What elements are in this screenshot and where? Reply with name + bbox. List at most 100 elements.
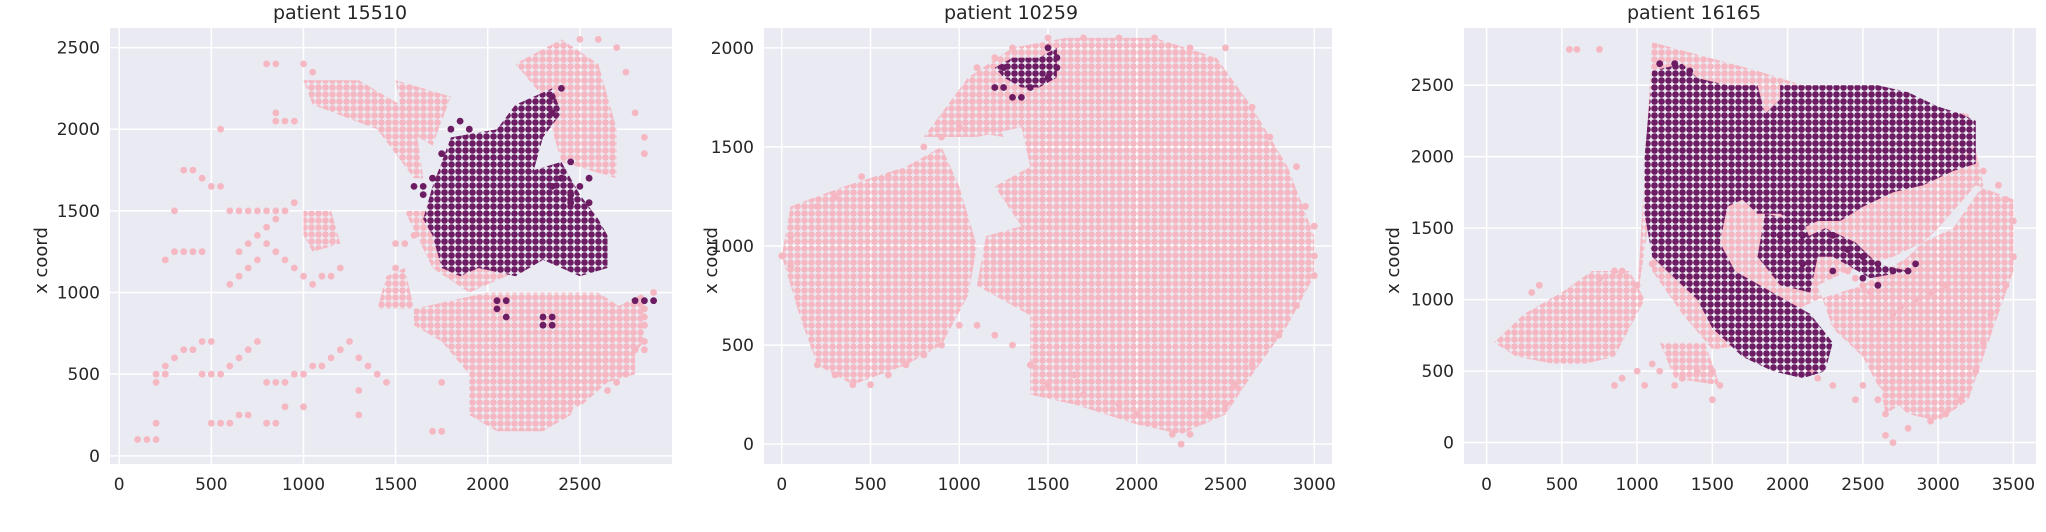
scatter-point [272, 215, 280, 223]
scatter-point [641, 134, 648, 141]
scatter-point [1115, 34, 1123, 42]
scatter-point [622, 68, 630, 76]
point-cluster [1862, 206, 2006, 414]
scatter-point [272, 207, 280, 215]
scatter-point [1882, 410, 1889, 418]
scatter-point [1776, 231, 1784, 239]
x-tick-label: 0 [776, 475, 787, 495]
scatter-point [594, 36, 602, 43]
scatter-point [1053, 64, 1061, 71]
series-pink [778, 34, 1318, 448]
scatter-point [576, 36, 584, 43]
x-tick-label: 1500 [1026, 475, 1069, 495]
scatter-point [1018, 94, 1025, 101]
scatter-point [1115, 401, 1123, 408]
scatter-point [849, 381, 857, 389]
scatter-point [235, 354, 243, 362]
scatter-point [1867, 289, 1874, 296]
scatter-point [401, 240, 409, 248]
x-tick-label: 500 [195, 475, 227, 495]
x-tick-label: 2000 [1766, 475, 1809, 495]
x-tick-label: 1000 [1615, 475, 1658, 495]
scatter-point [1044, 74, 1052, 81]
point-cluster [377, 268, 414, 309]
scatter-point [198, 248, 206, 256]
scatter-point [392, 264, 399, 272]
scatter-point [309, 281, 317, 288]
chart-title: patient 10259 [943, 2, 1079, 24]
scatter-point [244, 411, 252, 419]
x-tick-label: 2500 [1204, 475, 1247, 495]
y-tick-label: 2000 [57, 120, 100, 140]
point-cluster [423, 88, 608, 277]
point-cluster [395, 80, 451, 146]
point-cluster [923, 37, 1315, 435]
scatter-point [1852, 396, 1859, 404]
y-tick-label: 0 [89, 447, 100, 467]
scatter-point [867, 381, 874, 389]
scatter-point [613, 44, 621, 51]
scatter-point [567, 199, 575, 207]
scatter-point [1275, 331, 1283, 339]
scatter-point [327, 354, 335, 362]
scatter-point [1927, 417, 1934, 425]
x-tick-label: 1500 [1691, 475, 1734, 495]
scatter-point [991, 331, 999, 339]
scatter-point [884, 173, 892, 181]
scatter-point [539, 321, 547, 329]
scatter-point [189, 166, 197, 174]
x-tick-label: 1500 [374, 475, 417, 495]
scatter-point [318, 362, 326, 370]
scatter-point [1904, 424, 1912, 432]
scatter-point [272, 60, 280, 68]
scatter-point [263, 223, 270, 231]
scatter-point [1302, 203, 1309, 210]
scatter-point [1709, 367, 1716, 375]
scatter-point [1784, 246, 1791, 254]
x-tick-label: 500 [854, 475, 886, 495]
scatter-point [281, 207, 289, 215]
scatter-point [1000, 84, 1007, 91]
scatter-point [1859, 281, 1867, 289]
scatter-point [585, 174, 593, 182]
scatter-point [1009, 44, 1016, 52]
scatter-point [1889, 310, 1897, 318]
scatter-point [189, 248, 197, 256]
x-tick-label: 3000 [1293, 475, 1336, 495]
scatter-point [1293, 302, 1300, 309]
scatter-point [1528, 289, 1536, 296]
scatter-point [650, 289, 657, 296]
scatter-point [198, 370, 206, 378]
scatter-point [290, 370, 298, 378]
scatter-point [180, 166, 188, 174]
scatter-point [1897, 303, 1904, 311]
scatter-point [938, 133, 945, 141]
scatter-point [641, 305, 648, 313]
scatter-point [198, 174, 206, 182]
scatter-point [1053, 54, 1061, 62]
point-cluster [303, 80, 424, 179]
scatter-point [1633, 367, 1641, 375]
point-cluster [414, 292, 636, 432]
scatter-point [1671, 60, 1679, 68]
scatter-point [244, 207, 252, 215]
scatter-point [1889, 267, 1897, 275]
x-tick-label: 1000 [282, 475, 325, 495]
scatter-point [548, 183, 556, 190]
scatter-point [364, 362, 372, 370]
scatter-point [171, 248, 178, 256]
scatter-point [613, 379, 621, 386]
scatter-point [254, 338, 261, 345]
scatter-point [548, 93, 556, 100]
scatter-point [410, 232, 418, 239]
scatter-point [438, 150, 446, 158]
scatter-point [902, 361, 910, 369]
scatter-point [955, 123, 963, 131]
scatter-point [419, 183, 427, 190]
scatter-point [180, 346, 188, 354]
scatter-point [1829, 267, 1837, 275]
scatter-point [263, 240, 270, 248]
scatter-point [884, 371, 892, 379]
scatter-point [567, 158, 575, 166]
x-tick-label: 0 [114, 475, 125, 495]
